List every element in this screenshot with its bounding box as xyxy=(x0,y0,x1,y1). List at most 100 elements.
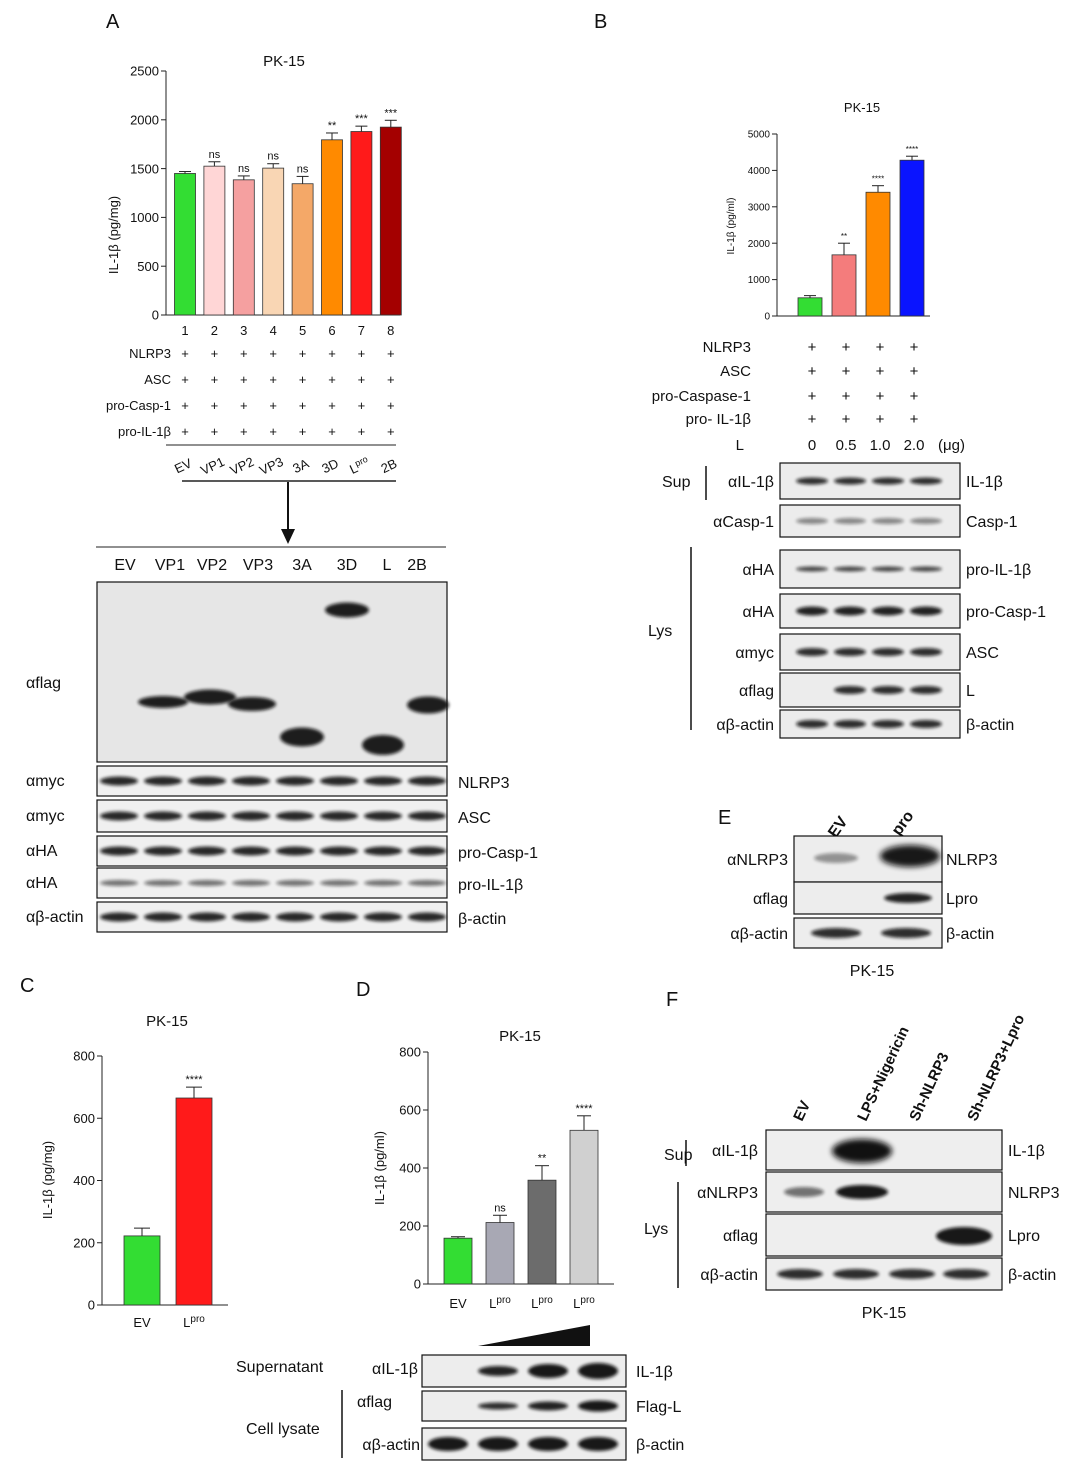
protein-band xyxy=(144,846,182,856)
condition-plus-mark: + xyxy=(181,372,189,387)
protein-band xyxy=(232,912,270,922)
x-category-superscript: pro xyxy=(538,1295,553,1306)
x-category-label: EV xyxy=(449,1296,467,1311)
blot-lane-label: Sh-NLRP3+Lpro xyxy=(964,1012,1028,1124)
panel-b-chart-title: PK-15 xyxy=(844,100,880,115)
panel-b: B PK-15 IL-1β (pg/ml) 0 1000 2000 3000 4000 5… xyxy=(594,11,1046,739)
protein-band xyxy=(364,811,402,821)
condition-plus-mark: + xyxy=(808,363,817,380)
blot-antibody-label: αHA xyxy=(743,604,775,621)
protein-band xyxy=(872,518,904,524)
flag-blot xyxy=(96,581,448,763)
bar xyxy=(174,173,196,316)
condition-plus-mark: + xyxy=(211,424,219,439)
condition-plus-mark: + xyxy=(358,398,366,413)
y-tick-label: 1500 xyxy=(130,161,159,176)
blot-lane-label: VP3 xyxy=(243,557,273,574)
y-tick-label: 0 xyxy=(414,1277,421,1292)
y-tick-label: 600 xyxy=(73,1111,95,1126)
condition-plus-mark: + xyxy=(387,346,395,361)
protein-band xyxy=(325,602,369,618)
protein-band xyxy=(910,686,942,694)
dose-value: 0.5 xyxy=(836,437,857,454)
protein-band xyxy=(834,648,866,656)
condition-plus-mark: + xyxy=(269,398,277,413)
protein-band xyxy=(872,720,904,728)
y-tick-label: 800 xyxy=(73,1049,95,1064)
protein-band xyxy=(910,477,942,485)
protein-band xyxy=(834,686,866,694)
condition-plus-mark: + xyxy=(876,339,885,356)
panel-d-western-blots: IL-1β Flag-L β-actin αIL-1β αflag αβ-actin Sup… xyxy=(236,1354,684,1461)
y-tick-label: 0 xyxy=(764,312,770,323)
y-tick-label: 200 xyxy=(73,1235,95,1250)
blot-antibody-label: αflag xyxy=(739,683,774,700)
protein-band xyxy=(320,776,358,786)
protein-band xyxy=(777,1269,823,1279)
condition-plus-mark: + xyxy=(240,372,248,387)
protein-band xyxy=(796,477,828,485)
protein-band xyxy=(188,811,226,821)
condition-row-label: pro-IL-1β xyxy=(118,424,171,439)
condition-plus-mark: + xyxy=(328,424,336,439)
condition-plus-mark: + xyxy=(299,424,307,439)
protein-band xyxy=(478,1366,518,1376)
blot-antibody-label: αβ-actin xyxy=(716,717,774,734)
condition-plus-mark: + xyxy=(328,398,336,413)
protein-band xyxy=(362,735,404,755)
blot-protein-label: β-actin xyxy=(1008,1267,1056,1284)
significance-label: **** xyxy=(872,175,884,184)
blot-protein-label: Flag-L xyxy=(636,1399,681,1416)
blot-lane-label: 3D xyxy=(337,557,357,574)
condition-plus-mark: + xyxy=(910,411,919,428)
condition-row-label: NLRP3 xyxy=(703,339,751,356)
condition-plus-mark: + xyxy=(910,388,919,405)
bar xyxy=(232,179,255,316)
condition-plus-mark: + xyxy=(328,372,336,387)
sup-group-label: Sup xyxy=(662,474,691,491)
condition-plus-mark: + xyxy=(910,363,919,380)
protein-band xyxy=(834,477,866,485)
blot-antibody-label: αflag xyxy=(753,891,788,908)
panel-f-caption: PK-15 xyxy=(862,1305,907,1322)
protein-band xyxy=(408,776,446,786)
protein-band xyxy=(884,893,932,903)
protein-band xyxy=(100,776,138,786)
bar xyxy=(203,165,226,316)
significance-label: ** xyxy=(328,120,337,132)
x-category-label: 2 xyxy=(211,323,218,338)
construct-label: EV xyxy=(172,455,194,476)
condition-row-label: pro- IL-1β xyxy=(686,411,752,428)
construct-label: 3D xyxy=(319,456,340,477)
x-category-label: EV xyxy=(133,1315,151,1330)
bar xyxy=(443,1237,473,1285)
blot-antibody-label: αHA xyxy=(26,843,58,860)
protein-band xyxy=(910,606,942,616)
blot-antibody-label: αflag xyxy=(26,675,61,692)
blot-protein-label: pro-IL-1β xyxy=(966,562,1031,579)
protein-band xyxy=(811,928,861,938)
condition-plus-mark: + xyxy=(387,398,395,413)
panel-a-chart-title: PK-15 xyxy=(263,53,305,70)
protein-band xyxy=(232,811,270,821)
construct-label: VP2 xyxy=(228,454,257,478)
protein-band xyxy=(276,880,314,886)
x-category-label: 8 xyxy=(387,323,394,338)
panel-c-chart-title: PK-15 xyxy=(146,1013,188,1030)
sup-group-label: Sup xyxy=(664,1147,693,1164)
blot-antibody-label: αHA xyxy=(26,875,58,892)
protein-band xyxy=(276,811,314,821)
condition-plus-mark: + xyxy=(299,372,307,387)
condition-plus-mark: + xyxy=(876,363,885,380)
protein-band xyxy=(100,811,138,821)
protein-band xyxy=(836,1185,888,1199)
blot-protein-label: Lpro xyxy=(946,891,978,908)
condition-plus-mark: + xyxy=(269,424,277,439)
condition-plus-mark: + xyxy=(181,424,189,439)
x-category-superscript: pro xyxy=(496,1295,511,1306)
x-category-superscript: pro xyxy=(580,1295,595,1306)
y-tick-label: 3000 xyxy=(748,202,771,213)
condition-plus-mark: + xyxy=(876,411,885,428)
